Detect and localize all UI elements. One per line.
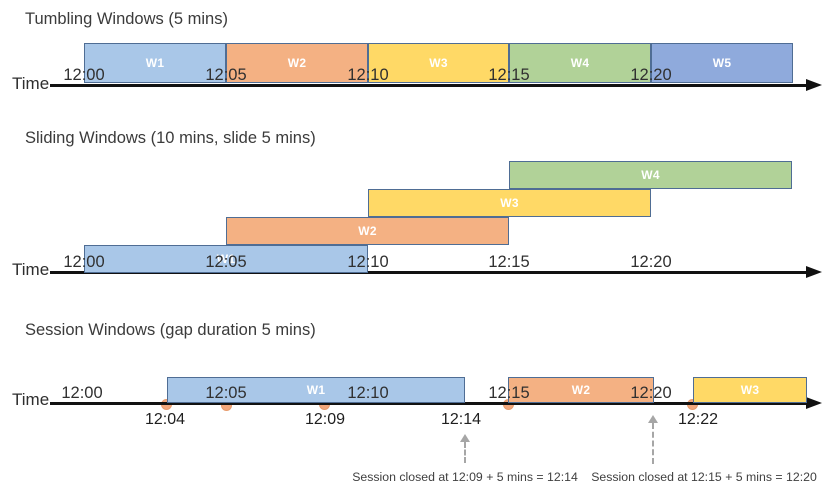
window-label: W1 — [216, 252, 236, 266]
session-closed-annotation-2: Session closed at 12:15 + 5 mins = 12:20 — [591, 470, 817, 484]
session-tick-1210: 12:10 — [347, 384, 389, 402]
sliding-window-w3: W3 — [368, 189, 651, 217]
sliding-axis-arrowhead-icon — [806, 266, 822, 278]
tumbling-title: Tumbling Windows (5 mins) — [25, 10, 228, 28]
tumbling-axis — [50, 84, 808, 87]
tumbling-tick-1200: 12:00 — [63, 66, 105, 84]
tumbling-window-w2: W2 — [226, 43, 368, 83]
tumbling-axis-arrowhead-icon — [806, 79, 822, 91]
sliding-tick-1205: 12:05 — [205, 253, 247, 271]
tumbling-window-w3: W3 — [368, 43, 509, 83]
tumbling-window-w1: W1 — [84, 43, 226, 83]
tumbling-tick-1215: 12:15 — [488, 66, 530, 84]
tumbling-tick-1220: 12:20 — [630, 66, 672, 84]
window-label: W3 — [740, 383, 760, 397]
window-label: W1 — [145, 56, 165, 70]
session-window-w2: W2 — [508, 377, 654, 403]
session-tick-1200: 12:00 — [61, 384, 103, 402]
session-title: Session Windows (gap duration 5 mins) — [25, 321, 316, 339]
event-dot-1222 — [687, 399, 698, 410]
sliding-time-label: Time — [12, 260, 50, 279]
annotation-arrow-stem — [464, 442, 466, 463]
sliding-tick-1220: 12:20 — [630, 253, 672, 271]
tumbling-window-w5: W5 — [651, 43, 793, 83]
window-label: W2 — [571, 383, 591, 397]
window-label: W1 — [306, 383, 326, 397]
session-tick-1220: 12:20 — [630, 384, 672, 402]
session-event-label-1222: 12:22 — [677, 411, 719, 428]
window-label: W3 — [500, 196, 519, 210]
tumbling-tick-1210: 12:10 — [347, 66, 389, 84]
window-label: W5 — [712, 56, 732, 70]
session-event-label-1209: 12:09 — [304, 411, 346, 428]
session-window-w1: W1 — [167, 377, 465, 403]
event-dot-1204 — [161, 399, 172, 410]
session-closed-annotation-1: Session closed at 12:09 + 5 mins = 12:14 — [352, 470, 578, 484]
window-label: W2 — [287, 56, 307, 70]
sliding-tick-1210: 12:10 — [347, 253, 389, 271]
window-label: W4 — [641, 168, 660, 182]
sliding-window-w2: W2 — [226, 217, 509, 245]
annotation-arrow-up-icon — [460, 434, 470, 442]
sliding-tick-1215: 12:15 — [488, 253, 530, 271]
sliding-title: Sliding Windows (10 mins, slide 5 mins) — [25, 129, 316, 147]
annotation-arrow-stem — [652, 423, 654, 464]
annotation-arrow-up-icon — [648, 415, 658, 423]
session-axis-arrowhead-icon — [806, 397, 822, 409]
sliding-tick-1200: 12:00 — [63, 253, 105, 271]
session-tick-1215: 12:15 — [488, 384, 530, 402]
sliding-window-w4: W4 — [509, 161, 792, 189]
session-event-label-1204: 12:04 — [144, 411, 186, 428]
session-time-label: Time — [12, 390, 50, 409]
session-window-w3: W3 — [693, 377, 807, 403]
tumbling-tick-1205: 12:05 — [205, 66, 247, 84]
session-axis — [50, 402, 808, 405]
window-label: W3 — [429, 56, 448, 70]
tumbling-window-w4: W4 — [509, 43, 651, 83]
window-label: W2 — [358, 224, 377, 238]
session-tick-1205: 12:05 — [205, 384, 247, 402]
window-label: W4 — [570, 56, 590, 70]
sliding-axis — [50, 271, 808, 274]
tumbling-time-label: Time — [12, 74, 50, 93]
sliding-window-w1: W1 — [84, 245, 368, 273]
session-close-label-1214: 12:14 — [440, 411, 482, 428]
